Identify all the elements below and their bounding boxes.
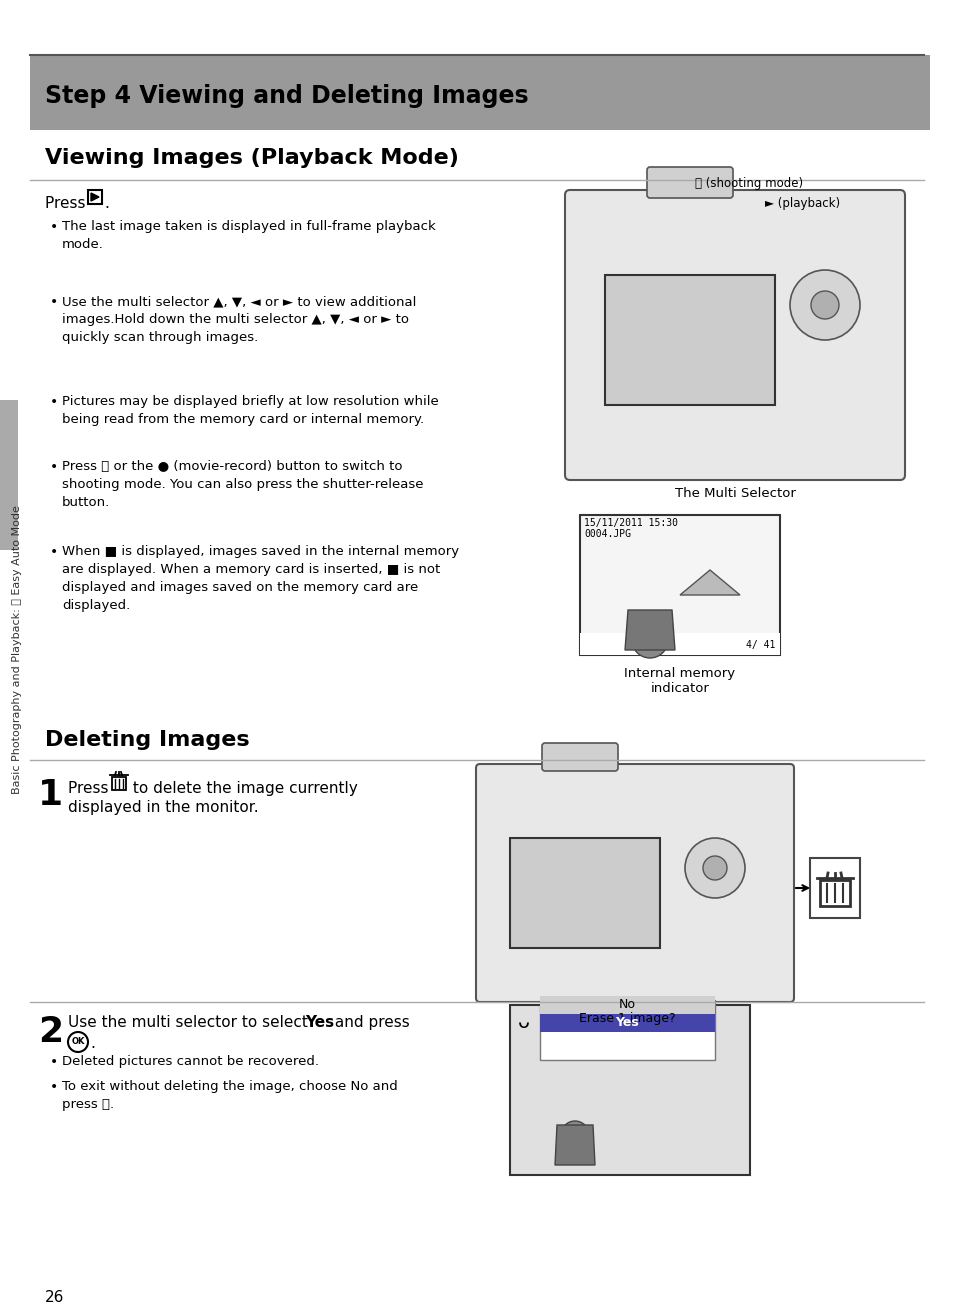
Text: ᴗ: ᴗ [517, 1013, 530, 1031]
Bar [579, 633, 780, 654]
Text: The Multi Selector: The Multi Selector [674, 487, 795, 501]
Text: 26: 26 [45, 1290, 64, 1305]
FancyBboxPatch shape [541, 742, 618, 771]
Bar [809, 858, 859, 918]
Text: ⦾ (shooting mode): ⦾ (shooting mode) [695, 177, 802, 191]
Text: The last image taken is displayed in full-frame playback
mode.: The last image taken is displayed in ful… [62, 219, 436, 251]
Polygon shape [91, 193, 99, 201]
Text: Yes: Yes [615, 1017, 639, 1029]
Polygon shape [624, 610, 675, 650]
Polygon shape [679, 570, 740, 595]
Text: 4/ 41: 4/ 41 [745, 640, 774, 650]
FancyBboxPatch shape [646, 167, 732, 198]
Text: ► (playback): ► (playback) [764, 197, 840, 210]
Bar [0, 399, 18, 551]
Circle shape [789, 269, 859, 340]
Text: •: • [50, 545, 58, 558]
Circle shape [810, 290, 838, 319]
Text: 2: 2 [38, 1014, 63, 1049]
Text: Pictures may be displayed briefly at low resolution while
being read from the me: Pictures may be displayed briefly at low… [62, 396, 438, 426]
FancyBboxPatch shape [564, 191, 904, 480]
Text: OK: OK [71, 1038, 85, 1046]
Text: Use the multi selector ▲, ▼, ◄ or ► to view additional
images.Hold down the mult: Use the multi selector ▲, ▼, ◄ or ► to v… [62, 296, 416, 344]
Text: Internal memory
indicator: Internal memory indicator [624, 668, 735, 695]
Text: Viewing Images (Playback Mode): Viewing Images (Playback Mode) [45, 148, 458, 168]
Text: •: • [50, 460, 58, 474]
Text: Yes: Yes [305, 1014, 334, 1030]
Text: Press: Press [68, 781, 113, 796]
Text: Deleting Images: Deleting Images [45, 731, 250, 750]
Text: 15/11/2011 15:30: 15/11/2011 15:30 [583, 518, 678, 528]
Text: .: . [90, 1035, 94, 1051]
Bar [579, 515, 780, 654]
Circle shape [560, 1121, 588, 1148]
Circle shape [684, 838, 744, 897]
Text: •: • [50, 396, 58, 409]
Text: and press: and press [330, 1014, 410, 1030]
Text: displayed in the monitor.: displayed in the monitor. [68, 800, 258, 815]
Bar [539, 1000, 714, 1060]
Bar [604, 275, 774, 405]
Bar [539, 996, 714, 1014]
Bar [510, 838, 659, 947]
Text: Step 4 Viewing and Deleting Images: Step 4 Viewing and Deleting Images [45, 84, 528, 108]
Text: .: . [104, 196, 109, 212]
Bar [30, 55, 929, 130]
Text: Deleted pictures cannot be recovered.: Deleted pictures cannot be recovered. [62, 1055, 318, 1068]
Text: Basic Photography and Playback: ⦾ Easy Auto Mode: Basic Photography and Playback: ⦾ Easy A… [12, 506, 22, 795]
Text: to delete the image currently: to delete the image currently [128, 781, 357, 796]
Circle shape [631, 622, 667, 658]
Text: Press: Press [45, 196, 91, 212]
Text: 0004.JPG: 0004.JPG [583, 530, 630, 539]
Bar [510, 1005, 749, 1175]
Circle shape [68, 1031, 88, 1053]
FancyBboxPatch shape [476, 763, 793, 1003]
Bar [820, 880, 849, 905]
Text: •: • [50, 219, 58, 234]
Text: When ■ is displayed, images saved in the internal memory
are displayed. When a m: When ■ is displayed, images saved in the… [62, 545, 458, 612]
Text: 1: 1 [38, 778, 63, 812]
Text: To exit without deleting the image, choose No and
press Ⓢ.: To exit without deleting the image, choo… [62, 1080, 397, 1112]
Text: Erase 1 image?: Erase 1 image? [578, 1012, 675, 1025]
Text: •: • [50, 296, 58, 309]
Text: Use the multi selector to select: Use the multi selector to select [68, 1014, 313, 1030]
Text: •: • [50, 1055, 58, 1070]
Text: Press ⦾ or the ● (movie-record) button to switch to
shooting mode. You can also : Press ⦾ or the ● (movie-record) button t… [62, 460, 423, 509]
Circle shape [702, 855, 726, 880]
Polygon shape [555, 1125, 595, 1166]
Bar [539, 1014, 714, 1031]
Text: •: • [50, 1080, 58, 1095]
Text: No: No [618, 999, 635, 1012]
Bar [112, 777, 126, 790]
Bar [88, 191, 102, 204]
